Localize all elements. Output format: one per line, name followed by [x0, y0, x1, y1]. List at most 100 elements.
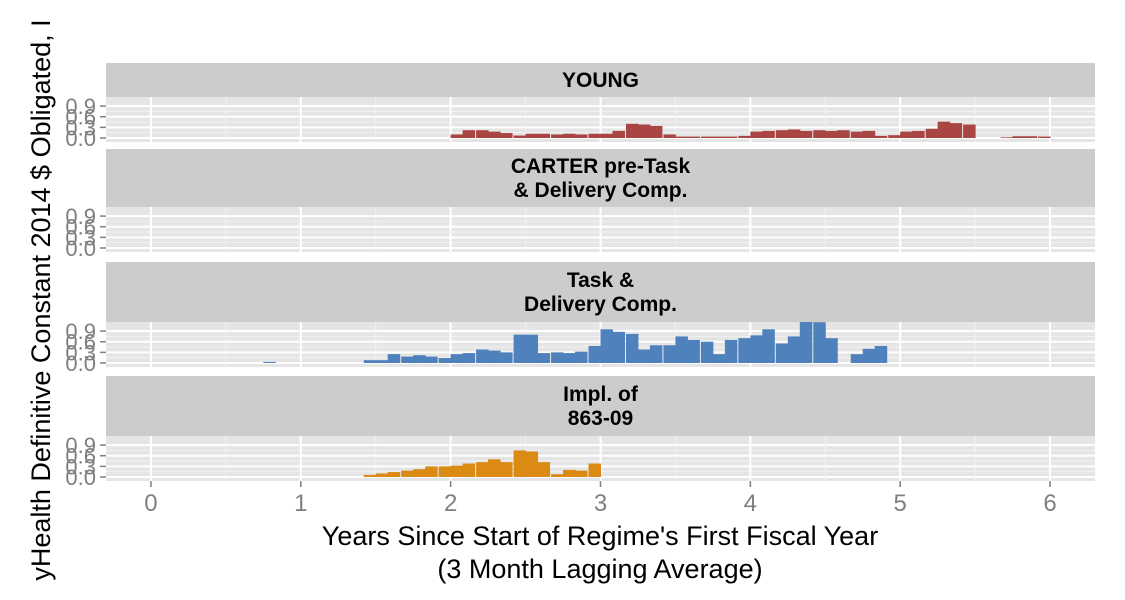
histogram-bar [862, 348, 876, 363]
y-tick-label: 0.9 [65, 204, 96, 229]
histogram-bar [462, 353, 476, 363]
histogram-bar [425, 466, 438, 477]
histogram-bar [476, 349, 489, 363]
histogram-bar [663, 134, 676, 138]
histogram-bar [551, 474, 564, 477]
histogram-bar [588, 345, 601, 363]
histogram-bar [513, 450, 527, 477]
histogram-bar [476, 130, 489, 138]
histogram-bar [738, 135, 751, 138]
histogram-bar [462, 463, 476, 477]
histogram-bar [462, 130, 476, 138]
facet-strip-label: & Delivery Comp. [514, 179, 688, 202]
histogram-bar [563, 353, 576, 363]
y-tick-label: 0.3 [65, 225, 96, 250]
histogram-bar [712, 354, 726, 363]
histogram-bar [787, 129, 801, 138]
histogram-bar [900, 131, 913, 138]
histogram-bar [1000, 137, 1014, 138]
histogram-bar [1012, 136, 1026, 138]
histogram-bar [500, 462, 513, 477]
histogram-bar [525, 334, 539, 363]
histogram-bar [413, 355, 426, 363]
x-tick-label: 3 [594, 490, 607, 517]
histogram-bar [888, 135, 901, 138]
facet-strip [106, 376, 1095, 436]
histogram-bar [575, 351, 588, 363]
histogram-bar [637, 124, 651, 138]
histogram-bar [625, 123, 639, 138]
y-tick-label: 0.9 [65, 433, 96, 458]
histogram-bar [750, 131, 763, 138]
histogram-bar [612, 130, 625, 138]
y-tick-label: 0.3 [65, 454, 96, 479]
facet-panel-1: YOUNG 0.00.30.60.9 [65, 63, 1095, 151]
histogram-bar [537, 133, 551, 138]
histogram-bar [413, 469, 426, 477]
facet-strip-label: Delivery Comp. [524, 293, 677, 316]
histogram-bar [724, 136, 738, 138]
x-tick-label: 4 [744, 490, 757, 517]
histogram-bar [637, 349, 651, 363]
facet-panel-3: Task &Delivery Comp. 0.00.30.60.9 [65, 262, 1095, 376]
histogram-bar [575, 470, 588, 477]
histogram-bar [675, 336, 688, 363]
histogram-bar [488, 459, 501, 477]
histogram-bar [813, 130, 826, 138]
histogram-bar [600, 133, 613, 138]
histogram-bar [762, 130, 775, 138]
histogram-bar [401, 470, 414, 477]
facet-panel-2: CARTER pre-Task& Delivery Comp. 0.00.30.6… [65, 149, 1095, 261]
histogram-bar [949, 123, 963, 138]
histogram-bar [1024, 136, 1038, 138]
x-axis-title-line-1: Years Since Start of Regime's First Fisc… [322, 521, 878, 551]
histogram-bar [612, 331, 625, 363]
x-tick-label: 5 [894, 490, 907, 517]
histogram-bar [525, 133, 539, 138]
histogram-bar [588, 463, 601, 477]
y-tick-label: 0.0 [65, 465, 96, 490]
histogram-bar [775, 130, 789, 138]
histogram-bar [537, 462, 551, 477]
facet-strip-label: Impl. of [563, 383, 639, 406]
histogram-bar [738, 338, 751, 363]
histogram-bar [912, 130, 925, 138]
y-tick-label: 0.6 [65, 330, 96, 355]
histogram-bar [450, 134, 464, 138]
histogram-bar [375, 360, 389, 363]
histogram-bar [600, 329, 613, 363]
histogram-bar [500, 133, 513, 138]
histogram-bar [687, 136, 700, 138]
facet-strip-label: YOUNG [562, 69, 639, 92]
histogram-bar [425, 356, 438, 363]
histogram-bar [874, 135, 888, 138]
histogram-bar [675, 136, 688, 138]
histogram-bar [563, 133, 576, 138]
histogram-bar [687, 339, 700, 363]
histogram-bar [488, 131, 501, 138]
histogram-bar [825, 338, 838, 363]
histogram-bar [563, 469, 576, 477]
x-axis: 0 1 2 3 4 5 6 [144, 481, 1057, 517]
x-tick-label: 6 [1043, 490, 1056, 517]
histogram-bar [925, 128, 939, 138]
facet-strip [106, 149, 1095, 207]
histogram-bar [825, 130, 838, 138]
y-tick-label: 0.6 [65, 444, 96, 469]
y-tick-label: 0.0 [65, 236, 96, 261]
y-tick-label: 0.3 [65, 115, 96, 140]
histogram-bar [588, 133, 601, 138]
histogram-bar [575, 134, 588, 138]
histogram-bar [513, 135, 527, 138]
histogram-bar [850, 354, 864, 363]
histogram-bar [363, 474, 377, 477]
facet-strip-label: 863-09 [568, 407, 633, 430]
y-tick-label: 0.0 [65, 351, 96, 376]
histogram-bar [488, 350, 501, 363]
histogram-bar [937, 121, 951, 138]
histogram-bar [537, 353, 551, 363]
y-tick-label: 0.9 [65, 319, 96, 344]
y-tick-label: 0.6 [65, 215, 96, 240]
